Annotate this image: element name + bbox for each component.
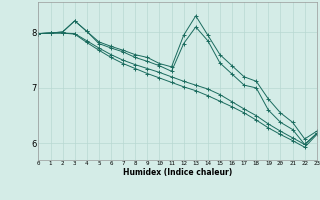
X-axis label: Humidex (Indice chaleur): Humidex (Indice chaleur): [123, 168, 232, 177]
